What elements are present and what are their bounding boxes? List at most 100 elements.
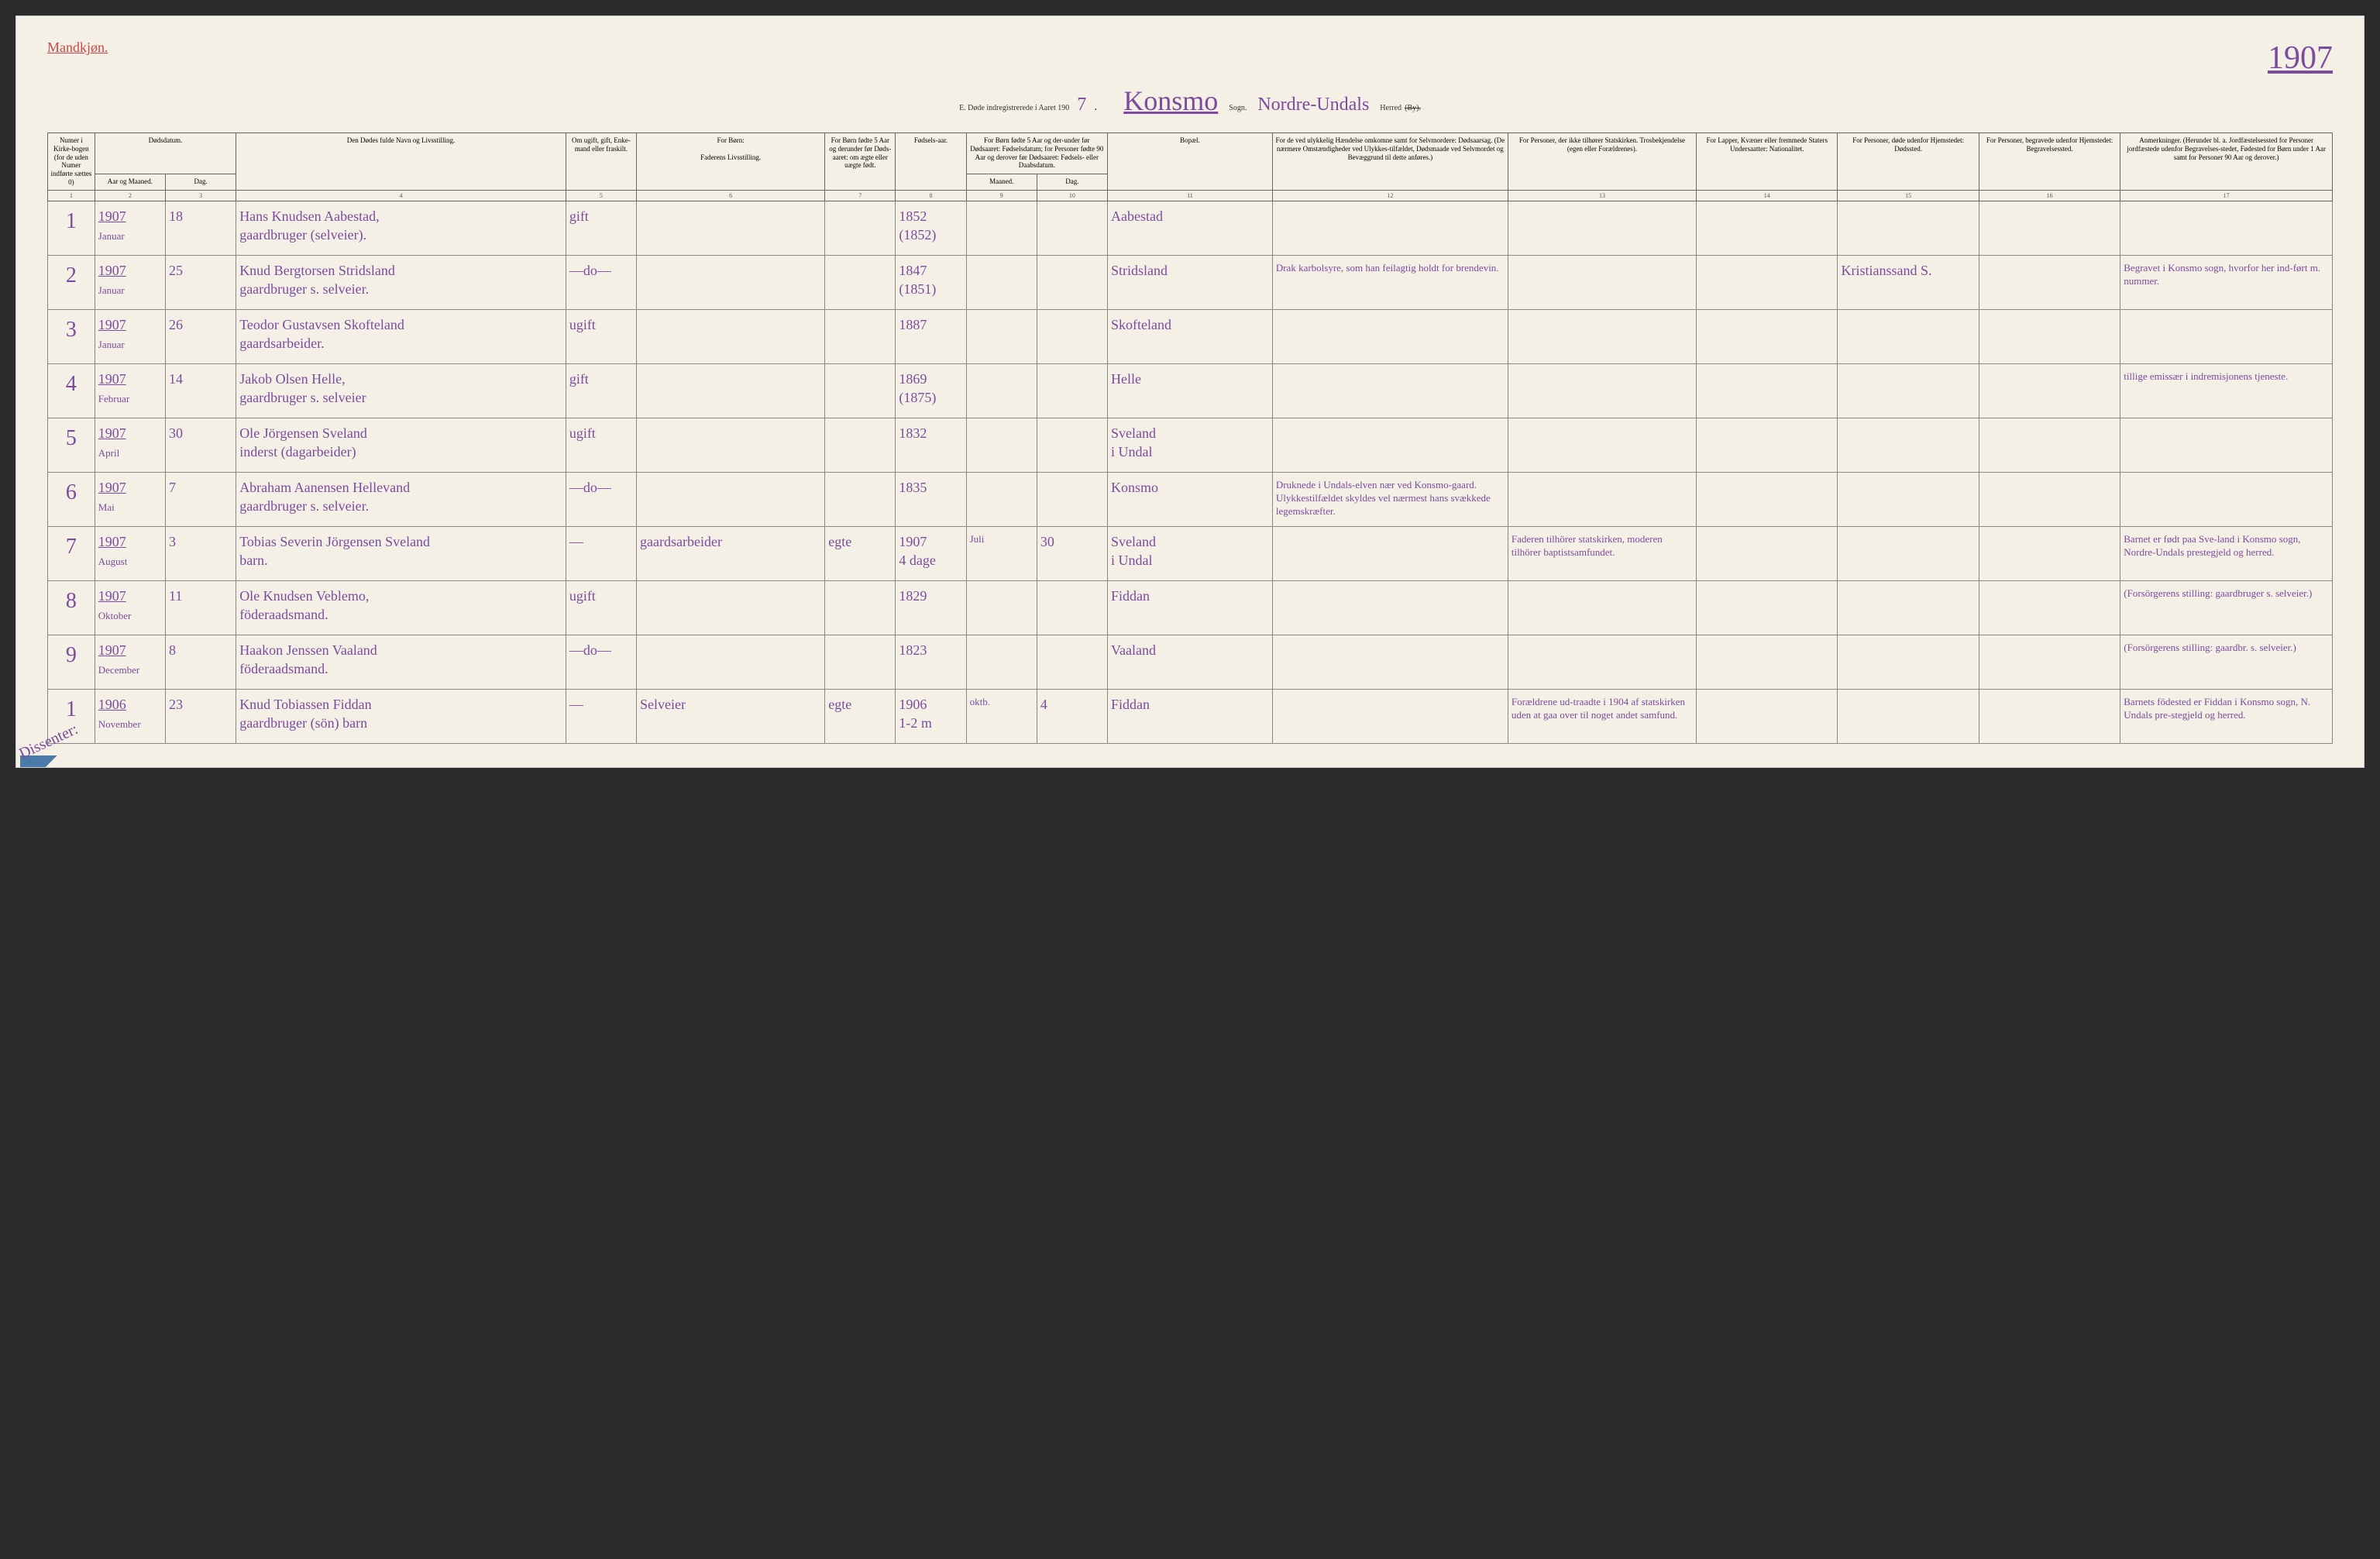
- cell-burialplace: [1979, 581, 2120, 635]
- cell-year-month: 1907Oktober: [95, 581, 165, 635]
- cell-bday: [1037, 473, 1107, 527]
- cell-faith: [1508, 581, 1696, 635]
- cell-father: [637, 635, 825, 690]
- cell-cause: [1272, 310, 1508, 364]
- cell-remarks: [2120, 310, 2333, 364]
- cell-remarks: Barnet er født paa Sve-land i Konsmo sog…: [2120, 527, 2333, 581]
- cell-legit: [825, 635, 896, 690]
- cell-faith: [1508, 256, 1696, 310]
- cell-bday: [1037, 581, 1107, 635]
- cell-legit: [825, 256, 896, 310]
- col-header-faith: For Personer, der ikke tilhører Statskir…: [1508, 133, 1696, 191]
- cell-year-month: 1907December: [95, 635, 165, 690]
- cell-year-month: 1907Januar: [95, 310, 165, 364]
- cell-burialplace: [1979, 690, 2120, 744]
- cell-deathplace: [1838, 473, 1979, 527]
- col-num: 9: [966, 190, 1037, 201]
- cell-nationality: [1697, 201, 1838, 256]
- table-row: 7 1907August 3 Tobias Severin Jörgensen …: [48, 527, 2333, 581]
- cell-cause: Druknede i Undals-elven nær ved Konsmo-g…: [1272, 473, 1508, 527]
- cell-day: 23: [165, 690, 236, 744]
- cell-remarks: tillige emissær i indremisjonens tjenest…: [2120, 364, 2333, 418]
- cell-status: gift: [566, 201, 636, 256]
- cell-deathplace: [1838, 201, 1979, 256]
- cell-num: 2: [48, 256, 95, 310]
- cell-bmonth: [966, 418, 1037, 473]
- col-num: 11: [1108, 190, 1273, 201]
- cell-day: 18: [165, 201, 236, 256]
- cell-father: [637, 201, 825, 256]
- cell-legit: egte: [825, 527, 896, 581]
- cell-burialplace: [1979, 201, 2120, 256]
- cell-father: gaardsarbeider: [637, 527, 825, 581]
- col-num: 16: [1979, 190, 2120, 201]
- cell-bmonth: [966, 364, 1037, 418]
- col-num: 17: [2120, 190, 2333, 201]
- col-header-birthyear: Fødsels-aar.: [896, 133, 966, 191]
- cell-cause: Drak karbolsyre, som han feilagtig holdt…: [1272, 256, 1508, 310]
- cell-year-month: 1907April: [95, 418, 165, 473]
- cell-burialplace: [1979, 256, 2120, 310]
- cell-cause: [1272, 527, 1508, 581]
- cell-nationality: [1697, 635, 1838, 690]
- cell-cause: [1272, 635, 1508, 690]
- cell-burialplace: [1979, 527, 2120, 581]
- cell-bday: [1037, 635, 1107, 690]
- col-header-nationality: For Lapper, Kvæner eller fremmede Stater…: [1697, 133, 1838, 191]
- cell-name: Knud Tobiassen Fiddangaardbruger (sön) b…: [236, 690, 566, 744]
- cell-day: 26: [165, 310, 236, 364]
- death-register-page: Mandkjøn. 1907 E. Døde indregistrerede i…: [15, 15, 2365, 768]
- col-header-name: Den Dødes fulde Navn og Livsstilling.: [236, 133, 566, 191]
- district-name: Nordre-Undals: [1250, 95, 1377, 115]
- cell-remarks: [2120, 473, 2333, 527]
- cell-father: [637, 364, 825, 418]
- cell-birthyear: 1852(1852): [896, 201, 966, 256]
- cell-deathplace: [1838, 690, 1979, 744]
- col-header-bday: Dag.: [1037, 174, 1107, 190]
- cell-deathplace: [1838, 581, 1979, 635]
- cell-legit: [825, 201, 896, 256]
- col-header-status: Om ugift, gift, Enke-mand eller fraskilt…: [566, 133, 636, 191]
- cell-burialplace: [1979, 364, 2120, 418]
- cell-burialplace: [1979, 635, 2120, 690]
- cell-father: Selveier: [637, 690, 825, 744]
- cell-bmonth: [966, 256, 1037, 310]
- cell-bmonth: [966, 581, 1037, 635]
- cell-nationality: [1697, 418, 1838, 473]
- cell-birthyear: 1887: [896, 310, 966, 364]
- cell-bday: [1037, 418, 1107, 473]
- cell-name: Haakon Jenssen Vaalandföderaadsmand.: [236, 635, 566, 690]
- cell-bmonth: oktb.: [966, 690, 1037, 744]
- cell-residence: Svelandi Undal: [1108, 418, 1273, 473]
- cell-status: —: [566, 527, 636, 581]
- table-row: 2 1907Januar 25 Knud Bergtorsen Stridsla…: [48, 256, 2333, 310]
- table-body: 1 1907Januar 18 Hans Knudsen Aabestad,ga…: [48, 201, 2333, 744]
- col-num: 12: [1272, 190, 1508, 201]
- cell-bday: [1037, 256, 1107, 310]
- cell-num: 7: [48, 527, 95, 581]
- cell-bday: [1037, 201, 1107, 256]
- cell-burialplace: [1979, 418, 2120, 473]
- cell-nationality: [1697, 581, 1838, 635]
- cell-num: 1: [48, 201, 95, 256]
- cell-num: 8: [48, 581, 95, 635]
- col-header-legit: For Børn fødte 5 Aar og derunder før Død…: [825, 133, 896, 191]
- cell-birthyear: 1869(1875): [896, 364, 966, 418]
- cell-day: 7: [165, 473, 236, 527]
- cell-bday: 30: [1037, 527, 1107, 581]
- table-row: 6 1907Mai 7 Abraham Aanensen Hellevandga…: [48, 473, 2333, 527]
- cell-nationality: [1697, 473, 1838, 527]
- cell-year-month: 1907August: [95, 527, 165, 581]
- table-header: Numer i Kirke-bogen (for de uden Numer i…: [48, 133, 2333, 201]
- cell-birthyear: 1832: [896, 418, 966, 473]
- cell-cause: [1272, 581, 1508, 635]
- cell-status: —do—: [566, 473, 636, 527]
- cell-faith: [1508, 635, 1696, 690]
- cell-bmonth: [966, 201, 1037, 256]
- herred-label: Herred: [1380, 104, 1402, 112]
- cell-deathplace: [1838, 635, 1979, 690]
- cell-legit: [825, 310, 896, 364]
- cell-remarks: Barnets födested er Fiddan i Konsmo sogn…: [2120, 690, 2333, 744]
- table-row: 9 1907December 8 Haakon Jenssen Vaalandf…: [48, 635, 2333, 690]
- cell-status: ugift: [566, 418, 636, 473]
